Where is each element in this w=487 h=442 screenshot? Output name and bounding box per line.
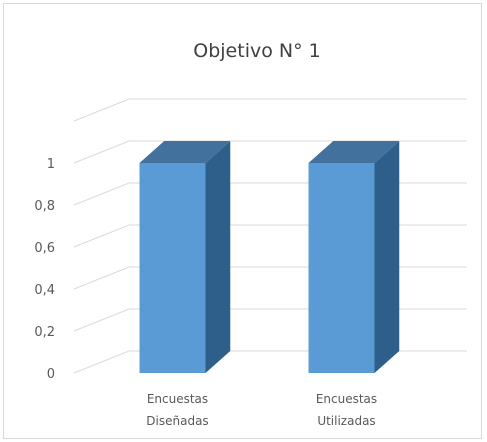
gridline (74, 141, 467, 163)
bar-side (206, 141, 231, 373)
bar (140, 163, 206, 373)
gridline (74, 99, 467, 121)
gridline (74, 267, 467, 289)
y-tick-label: 1 (47, 157, 55, 172)
bar-side (375, 141, 400, 373)
gridline (74, 183, 467, 205)
chart-title: Objetivo N° 1 (193, 40, 320, 62)
chart-frame: Objetivo N° 1 0 0,2 0,4 0,6 0,8 1 EncuestasDi… (3, 3, 482, 439)
bar (309, 163, 375, 373)
y-tick-label: 0,8 (34, 199, 55, 214)
chart-svg: Objetivo N° 1 0 0,2 0,4 0,6 0,8 1 EncuestasDi… (4, 4, 483, 440)
y-tick-label: 0,6 (34, 241, 55, 256)
gridline (74, 351, 467, 373)
bars (140, 141, 400, 373)
gridline (74, 309, 467, 331)
y-tick-label: 0,2 (34, 325, 55, 340)
y-tick-label: 0,4 (34, 283, 55, 298)
gridlines (74, 99, 467, 373)
gridline (74, 225, 467, 247)
x-category-label: EncuestasUtilizadas (316, 392, 377, 428)
x-category-label: EncuestasDiseñadas (146, 392, 208, 428)
y-tick-label: 0 (47, 367, 55, 382)
x-axis: EncuestasDiseñadas EncuestasUtilizadas (146, 392, 377, 428)
y-axis: 0 0,2 0,4 0,6 0,8 1 (34, 157, 55, 382)
